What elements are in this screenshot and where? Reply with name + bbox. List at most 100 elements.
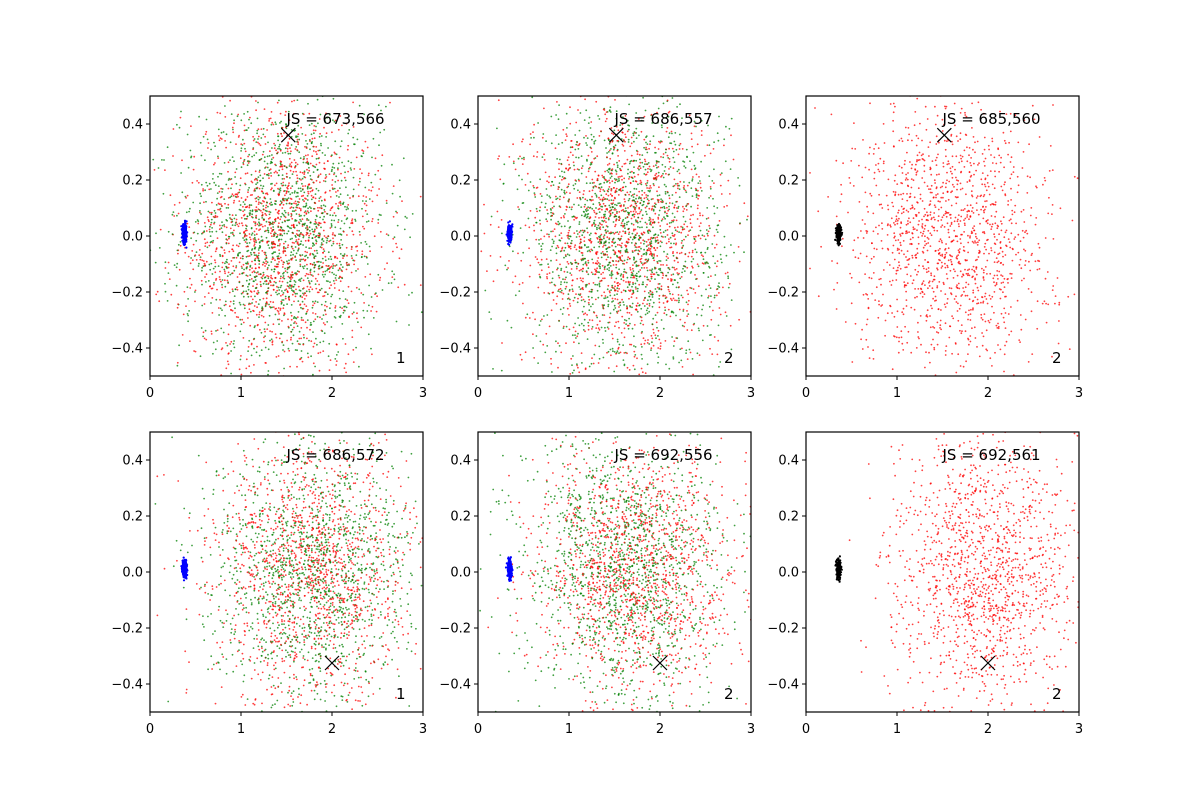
- scatter-point-series-1: [574, 244, 577, 247]
- scatter-point-series-1: [248, 308, 251, 311]
- scatter-point-series-2: [262, 282, 265, 285]
- scatter-point-series-1: [603, 268, 606, 271]
- scatter-point-series-1: [273, 171, 276, 174]
- scatter-point-series-2: [640, 119, 643, 122]
- scatter-point-series-1: [240, 197, 243, 199]
- scatter-point-series-1: [347, 170, 349, 173]
- scatter-point-series-2: [212, 352, 214, 355]
- scatter-point-series-1: [251, 267, 254, 269]
- scatter-point-series-1: [647, 247, 650, 250]
- scatter-point-series-2: [648, 343, 651, 345]
- scatter-point-series-2: [352, 188, 355, 191]
- scatter-point-series-2: [274, 313, 277, 316]
- scatter-point-series-1: [554, 235, 557, 238]
- scatter-point-series-2: [247, 295, 250, 298]
- scatter-point-series-1: [315, 242, 318, 245]
- scatter-point-series-1: [322, 251, 324, 254]
- scatter-point-series-2: [546, 314, 549, 316]
- scatter-point-series-1: [278, 371, 280, 374]
- scatter-point-series-1: [237, 245, 240, 248]
- scatter-point-series-1: [636, 153, 639, 156]
- scatter-point-series-2: [329, 281, 331, 283]
- scatter-point-series-1: [571, 279, 574, 282]
- scatter-point-series-2: [333, 187, 336, 190]
- scatter-point-series-1: [255, 239, 257, 242]
- scatter-point-series-2: [265, 220, 268, 223]
- scatter-point-series-1: [588, 221, 591, 223]
- scatter-point-series-1: [646, 283, 648, 286]
- scatter-point-series-2: [215, 330, 217, 332]
- scatter-point-series-1: [210, 330, 213, 333]
- scatter-point-series-1: [628, 369, 631, 371]
- scatter-point-series-2: [717, 324, 720, 327]
- scatter-point-series-2: [611, 301, 613, 303]
- cluster-point: [182, 241, 185, 244]
- scatter-point-series-1: [262, 200, 264, 202]
- scatter-point-series-1: [568, 229, 571, 232]
- scatter-point-series-1: [313, 249, 316, 252]
- scatter-point-series-2: [655, 164, 657, 167]
- scatter-point-series-2: [315, 249, 318, 252]
- scatter-point-series-1: [555, 259, 558, 261]
- scatter-point-series-2: [222, 131, 225, 133]
- scatter-point-series-1: [562, 325, 565, 328]
- scatter-point-series-2: [533, 186, 535, 189]
- scatter-point-series-1: [288, 298, 290, 300]
- scatter-point-series-2: [299, 294, 302, 297]
- scatter-point-series-1: [279, 307, 282, 310]
- scatter-point-series-2: [713, 141, 715, 144]
- scatter-point-series-1: [322, 322, 325, 324]
- scatter-point-series-2: [284, 151, 287, 154]
- scatter-point-series-2: [218, 172, 221, 175]
- scatter-point-series-2: [208, 263, 211, 266]
- scatter-point-series-2: [623, 304, 625, 306]
- scatter-point-series-1: [587, 259, 590, 262]
- scatter-point-series-2: [175, 284, 178, 287]
- scatter-point-series-2: [341, 266, 344, 268]
- scatter-point-series-2: [600, 194, 603, 197]
- scatter-point-series-1: [273, 221, 276, 224]
- scatter-point-series-2: [656, 166, 658, 169]
- scatter-point-series-2: [240, 119, 243, 122]
- scatter-point-series-1: [352, 361, 355, 363]
- scatter-point-series-1: [293, 159, 296, 161]
- scatter-point-series-1: [649, 269, 651, 271]
- scatter-point-series-2: [578, 286, 581, 288]
- scatter-point-series-1: [304, 134, 307, 137]
- scatter-point-series-2: [251, 155, 254, 158]
- scatter-points: [150, 96, 423, 376]
- scatter-point-series-1: [367, 172, 370, 175]
- scatter-point-series-2: [246, 110, 249, 113]
- scatter-point-series-2: [723, 246, 726, 249]
- scatter-point-series-2: [612, 231, 614, 234]
- scatter-point-series-2: [653, 234, 655, 237]
- scatter-point-series-1: [573, 168, 576, 171]
- scatter-point-series-2: [385, 105, 387, 108]
- scatter-point-series-2: [370, 181, 373, 184]
- scatter-point-series-2: [265, 291, 267, 294]
- scatter-point-series-1: [616, 290, 619, 292]
- scatter-point-series-1: [311, 137, 314, 140]
- scatter-point-series-1: [280, 259, 283, 262]
- scatter-point-series-2: [200, 154, 203, 157]
- scatter-point-series-2: [295, 195, 298, 198]
- scatter-point-series-1: [651, 207, 653, 210]
- scatter-point-series-2: [335, 354, 338, 356]
- scatter-point-series-2: [240, 147, 243, 150]
- scatter-point-series-2: [609, 206, 612, 209]
- scatter-point-series-2: [615, 215, 618, 218]
- scatter-point-series-2: [317, 232, 320, 235]
- scatter-point-series-2: [363, 255, 366, 258]
- scatter-point-series-2: [329, 214, 332, 217]
- scatter-point-series-1: [295, 273, 298, 276]
- scatter-point-series-2: [668, 268, 671, 271]
- scatter-point-series-1: [272, 123, 275, 126]
- scatter-point-series-1: [225, 226, 228, 229]
- scatter-point-series-1: [638, 283, 641, 286]
- scatter-point-series-2: [320, 142, 322, 145]
- scatter-point-series-2: [648, 302, 651, 305]
- scatter-point-series-1: [205, 260, 208, 263]
- scatter-point-series-1: [683, 185, 686, 187]
- scatter-point-series-1: [665, 130, 668, 133]
- scatter-point-series-1: [660, 285, 663, 288]
